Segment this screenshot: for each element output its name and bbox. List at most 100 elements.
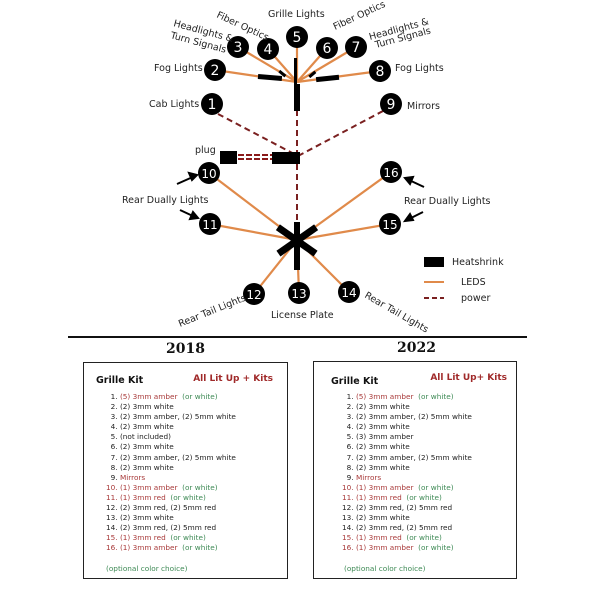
kit-item-number: 3. [110,412,118,422]
kit-item-number: 7. [110,452,118,462]
kit-item-text: (2) 3mm red, (2) 5mm red [119,523,217,533]
kit-item-text: (not included) [119,432,171,442]
kit-item: 8. (2) 3mm white [106,463,236,473]
kit-item: 11. (1) 3mm red (or white) [342,493,472,503]
kit-item: 9. Mirrors [342,473,472,483]
kit-item: 7. (2) 3mm amber, (2) 5mm white [106,453,236,463]
kit-item-text: (2) 3mm white [119,442,174,452]
node-circle [338,281,360,303]
legend: Heatshrink LEDS power [424,257,504,304]
kit-item-number: 16. [342,543,354,553]
power-wire-1 [217,113,299,157]
kit-item: 14. (2) 3mm red, (2) 5mm red [106,523,236,533]
node-circle [201,93,223,115]
kit-item-number: 3. [346,412,354,422]
led-wire-11 [209,222,298,242]
kit-item: 5. (not included) [106,432,236,442]
kit-item-text: (5) 3mm amber [355,392,414,401]
label-dually-right: Rear Dually Lights [404,196,491,207]
kit-item-number: 11. [342,492,354,502]
kit-brand: All Lit Up + Kits [193,374,273,384]
kit-item-number: 5. [346,432,354,442]
year-2018: 2018 [166,341,205,357]
kit-item-text: (1) 3mm amber [355,543,414,553]
legend-heatshrink-swatch [424,257,444,267]
label-mirrors: Mirrors [407,101,440,112]
kit-item-text: (1) 3mm red [119,533,166,543]
kit-item: 13. (2) 3mm white [106,513,236,523]
kit-item: 15. (1) 3mm red (or white) [106,533,236,543]
kit-note: (optional color choice) [106,564,188,573]
node-circle [257,38,279,60]
node-circle [243,283,265,305]
kit-item-number: 7. [346,452,354,462]
label-tail-left: Rear Tail Lights [177,293,248,330]
node-circle [286,26,308,48]
kit-item-number: 8. [346,462,354,472]
kit-item-number: 2. [110,402,118,412]
node-10: 10 [198,162,220,184]
kit-item: 11. (1) 3mm red (or white) [106,493,236,503]
kit-item: 16. (1) 3mm amber (or white) [342,543,472,553]
label-fog-right: Fog Lights [395,63,444,74]
node-circle [199,213,221,235]
kit-item: 10. (1) 3mm amber (or white) [106,483,236,493]
kit-item-number: 15. [342,533,354,543]
node-4: 4 [257,38,279,60]
node-number: 2 [211,63,220,79]
label-grille: Grille Lights [268,9,325,20]
label-plug: plug [195,145,216,156]
node-7: 7 [345,36,367,58]
legend-heatshrink: Heatshrink [452,257,504,268]
kit-item-text: (2) 3mm white [355,462,410,472]
node-circle [198,162,220,184]
kit-item-text: (2) 3mm red, (2) 5mm red [355,523,453,533]
node-number: 3 [234,40,243,56]
node-number: 13 [291,287,306,301]
node-circle [227,36,249,58]
led-wire-3 [237,46,298,83]
kit-item-text: (2) 3mm white [355,402,410,412]
kit-item: 14. (2) 3mm red, (2) 5mm red [342,523,472,533]
kit-item-text: (2) 3mm white [355,442,410,452]
kit-item-alt: (or white) [170,492,206,502]
kit-item-number: 10. [106,482,118,492]
node-number: 9 [387,97,396,113]
legend-leds: LEDS [461,277,486,288]
node-8: 8 [369,60,391,82]
kit-item-alt: (or white) [418,543,454,553]
kit-item-alt: (or white) [170,533,206,543]
kit-item-number: 1. [110,392,118,401]
kit-item: 13. (2) 3mm white [342,513,472,523]
power-wire-9 [297,110,384,157]
led-wire-15 [296,222,391,242]
kit-item: 4. (2) 3mm white [106,422,236,432]
node-circle [204,59,226,81]
node-5: 5 [286,26,308,48]
kit-item-alt: (or white) [418,392,454,401]
kit-item-alt: (or white) [182,543,218,553]
kit-item-number: 13. [342,513,354,523]
kit-item-alt: (or white) [182,482,218,492]
node-number: 5 [293,30,302,46]
kit-item-text: (2) 3mm white [119,402,174,412]
node-number: 1 [208,97,217,113]
kit-item-text: (1) 3mm red [355,492,402,502]
kit-list: 1. (5) 3mm amber (or white) 2. (2) 3mm w… [106,392,236,554]
plug-connector [220,151,300,164]
node-11: 11 [199,213,221,235]
kit-item-alt: (or white) [406,533,442,543]
heatshrinks [257,58,340,270]
kit-item-text: Mirrors [355,472,382,482]
node-number: 16 [383,166,398,180]
node-circle [345,36,367,58]
kit-item-number: 14. [106,523,118,533]
kit-item-number: 14. [342,523,354,533]
kit-item-number: 12. [106,503,118,513]
kit-item: 8. (2) 3mm white [342,463,472,473]
kit-item: 6. (2) 3mm white [106,442,236,452]
node-circle [379,213,401,235]
kit-item-text: (2) 3mm white [355,513,410,523]
kit-item: 16. (1) 3mm amber (or white) [106,543,236,553]
kit-item-text: (3) 3mm amber [355,432,414,442]
